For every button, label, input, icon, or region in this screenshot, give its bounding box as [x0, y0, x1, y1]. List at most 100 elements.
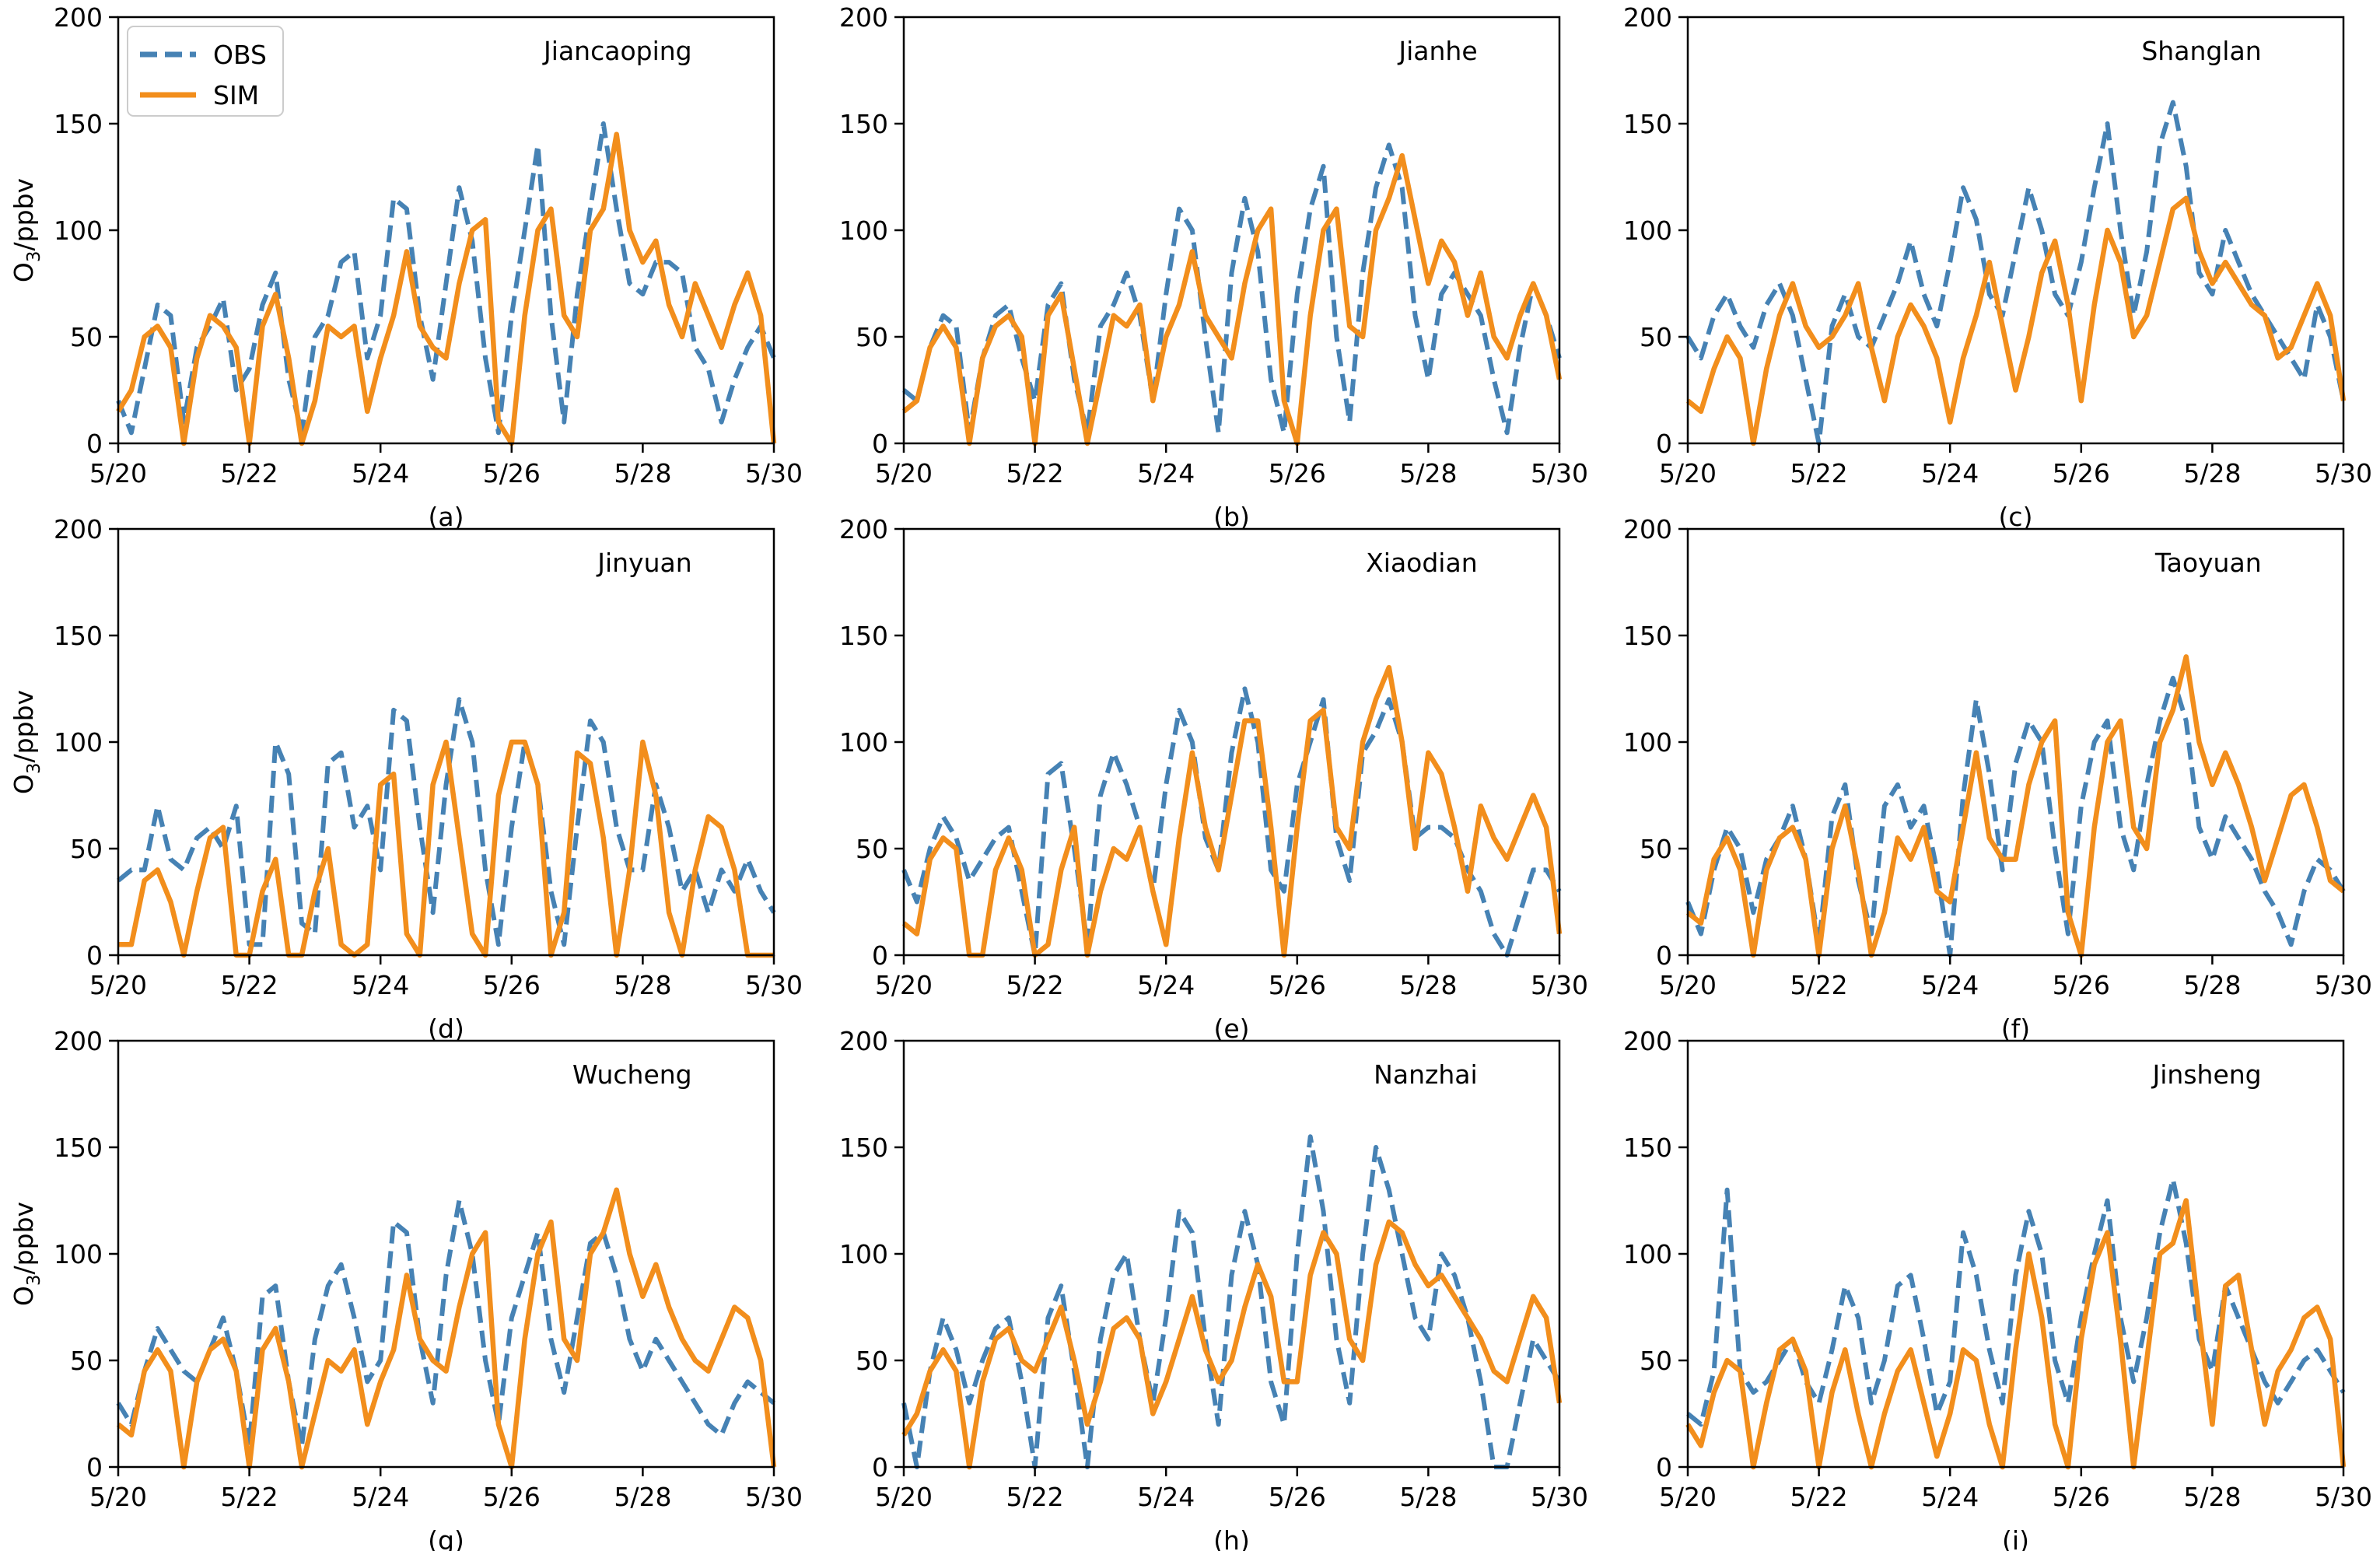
- panel-label: (i): [2002, 1525, 2029, 1551]
- x-tick-label: 5/26: [1269, 458, 1326, 488]
- x-tick-label: 5/24: [352, 1482, 409, 1512]
- y-tick-label: 0: [872, 940, 888, 971]
- y-tick-label: 100: [1623, 1239, 1672, 1269]
- axes-frame: [902, 16, 1561, 445]
- x-tick-label: 5/20: [1659, 1482, 1717, 1512]
- panel-label: (h): [1213, 1525, 1250, 1551]
- x-tick-label: 5/28: [1399, 1482, 1457, 1512]
- obs-series-line: [1685, 100, 2346, 446]
- x-tick-label: 5/20: [89, 970, 147, 1000]
- y-tick-label: 100: [1623, 215, 1672, 246]
- obs-series-line: [901, 1134, 1562, 1469]
- panel-label: (g): [428, 1525, 464, 1551]
- station-title: Wucheng: [572, 1059, 692, 1090]
- panel-wucheng: 0 50 100 150 200 5/20 5/22 5/24 5/26 5/28 5/30 (g) W…: [9, 1026, 803, 1551]
- y-tick-label: 200: [839, 2, 888, 33]
- x-tick-label: 5/30: [745, 970, 803, 1000]
- station-title: Xiaodian: [1366, 548, 1477, 578]
- panel-shanglan: 0 50 100 150 200 5/20 5/22 5/24 5/26 5/28 5/30 (c) S…: [1623, 2, 2372, 532]
- x-tick-label: 5/30: [2315, 1482, 2372, 1512]
- y-tick-label: 0: [1656, 1452, 1672, 1483]
- x-tick-label: 5/24: [1921, 1482, 1979, 1512]
- x-tick-label: 5/22: [1790, 458, 1848, 488]
- station-title: Nanzhai: [1374, 1059, 1477, 1090]
- x-tick-label: 5/26: [483, 458, 541, 488]
- station-title: Shanglan: [2141, 36, 2261, 66]
- station-title: Jinyuan: [596, 548, 691, 578]
- y-tick-label: 50: [1640, 834, 1672, 864]
- y-tick-label: 100: [54, 215, 103, 246]
- panel-label: (e): [1213, 1014, 1249, 1044]
- x-tick-label: 5/26: [483, 970, 541, 1000]
- y-tick-label: 200: [54, 514, 103, 544]
- panel-nanzhai: 0 50 100 150 200 5/20 5/22 5/24 5/26 5/28 5/30 (h) N…: [839, 1026, 1588, 1551]
- y-tick-label: 50: [1640, 322, 1672, 352]
- y-tick-label: 0: [86, 1452, 103, 1483]
- x-tick-label: 5/20: [89, 458, 147, 488]
- x-tick-label: 5/22: [1006, 970, 1064, 1000]
- legend: OBS SIM: [127, 26, 284, 117]
- y-tick-label: 200: [54, 2, 103, 33]
- panel-label: (b): [1213, 502, 1250, 532]
- x-tick-label: 5/24: [1921, 970, 1979, 1000]
- axes-frame: [1686, 1039, 2345, 1469]
- x-tick-label: 5/28: [1399, 970, 1457, 1000]
- y-axis-label: O3/ppbv: [9, 178, 44, 282]
- y-tick-label: 50: [856, 834, 888, 864]
- y-tick-label: 150: [54, 109, 103, 139]
- panel-jinyuan: 0 50 100 150 200 5/20 5/22 5/24 5/26 5/28 5/30 (d) J…: [9, 514, 803, 1044]
- station-title: Jiancaoping: [542, 36, 692, 66]
- panel-label: (a): [429, 502, 464, 532]
- x-tick-label: 5/30: [745, 458, 803, 488]
- obs-series-line: [1685, 675, 2346, 958]
- station-title: Taoyuan: [2154, 548, 2262, 578]
- x-tick-label: 5/30: [2315, 970, 2372, 1000]
- axes-frame: [902, 1039, 1561, 1469]
- x-tick-label: 5/24: [352, 970, 409, 1000]
- panel-taoyuan: 0 50 100 150 200 5/20 5/22 5/24 5/26 5/28 5/30 (f) T…: [1623, 514, 2372, 1044]
- y-tick-label: 50: [1640, 1346, 1672, 1376]
- x-tick-label: 5/22: [1790, 1482, 1848, 1512]
- x-tick-label: 5/20: [1659, 458, 1717, 488]
- y-tick-label: 200: [54, 1026, 103, 1056]
- y-tick-label: 150: [1623, 621, 1672, 651]
- x-tick-label: 5/24: [1137, 1482, 1195, 1512]
- panel-jinsheng: 0 50 100 150 200 5/20 5/22 5/24 5/26 5/28 5/30 (i) J…: [1623, 1026, 2372, 1551]
- y-tick-label: 100: [839, 215, 888, 246]
- y-tick-label: 150: [839, 109, 888, 139]
- y-tick-label: 0: [1656, 940, 1672, 971]
- sim-series-line: [901, 152, 1563, 446]
- x-tick-label: 5/20: [875, 458, 933, 488]
- obs-series-line: [116, 1198, 775, 1448]
- y-tick-label: 0: [872, 1452, 888, 1483]
- obs-series-line: [117, 697, 776, 947]
- y-axis-label: O3/ppbv: [9, 690, 44, 794]
- sim-series-line: [116, 1187, 777, 1470]
- y-tick-label: 100: [54, 727, 103, 758]
- axes-frame: [902, 527, 1561, 957]
- x-tick-label: 5/26: [1269, 970, 1326, 1000]
- y-tick-label: 50: [856, 1346, 888, 1376]
- x-tick-label: 5/24: [352, 458, 409, 488]
- panel-jiancaoping: 0 50 100 150 200 5/20 5/22 5/24 5/26 5/28 5/30 (a) J…: [9, 2, 803, 532]
- x-tick-label: 5/30: [1531, 970, 1588, 1000]
- x-tick-label: 5/22: [221, 970, 278, 1000]
- x-tick-label: 5/30: [745, 1482, 803, 1512]
- x-tick-label: 5/30: [1531, 458, 1588, 488]
- y-tick-label: 0: [86, 940, 103, 971]
- sim-series-line: [1685, 654, 2346, 958]
- y-tick-label: 200: [1623, 514, 1672, 544]
- x-tick-label: 5/30: [2315, 458, 2372, 488]
- x-tick-label: 5/22: [221, 1482, 278, 1512]
- y-tick-label: 150: [1623, 1133, 1672, 1163]
- x-tick-label: 5/28: [1399, 458, 1457, 488]
- station-title: Jianhe: [1397, 36, 1477, 66]
- x-tick-label: 5/20: [89, 1482, 147, 1512]
- x-tick-label: 5/28: [614, 970, 671, 1000]
- panel-label: (f): [2001, 1014, 2030, 1044]
- panel-xiaodian: 0 50 100 150 200 5/20 5/22 5/24 5/26 5/28 5/30 (e) X…: [839, 514, 1588, 1044]
- sim-series-line: [1685, 1198, 2347, 1470]
- obs-series-line: [116, 121, 776, 436]
- axes-frame: [117, 1039, 775, 1469]
